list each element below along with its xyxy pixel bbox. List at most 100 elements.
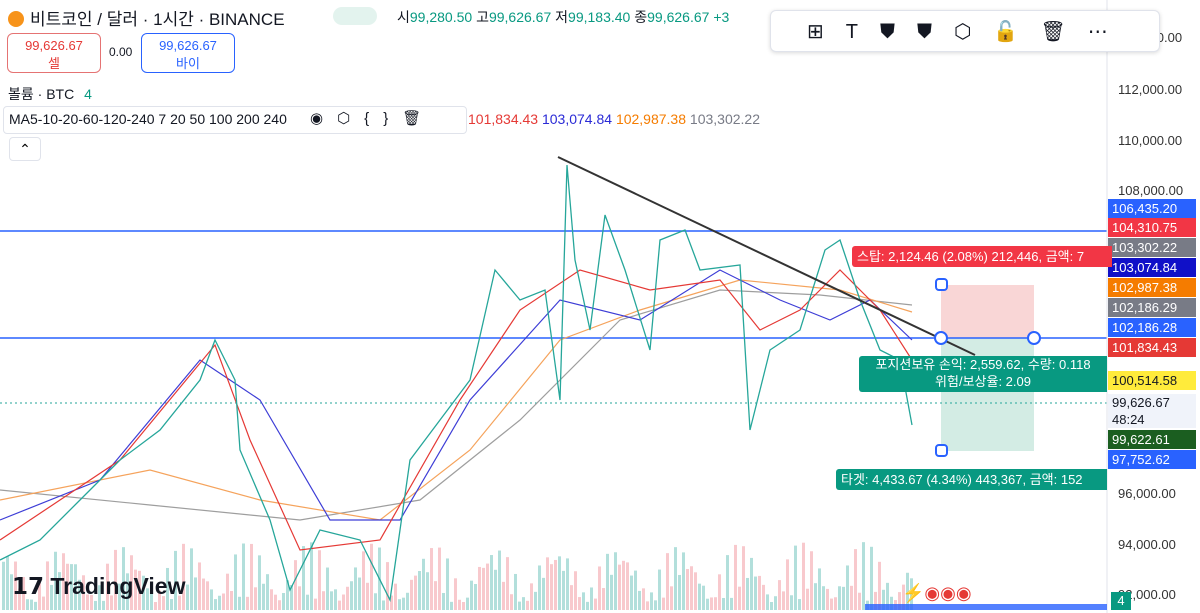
volume-bar [694,572,697,610]
ohlc-value: 99,183.40 [568,9,631,25]
volume-bar [750,557,753,610]
volume-bar [406,592,409,610]
symbol: 비트코인 / 달러 · 1시간 · BINANCE [8,5,285,30]
volume-bar [622,560,625,610]
volume-bar [638,590,641,610]
volume-bar [242,543,245,610]
status-pill[interactable] [333,7,377,25]
drawing-toolbar[interactable]: ⊞T⛊⛊⬡🔓🗑⋯ [770,10,1160,52]
volume-bar [838,586,841,610]
volume-bar [354,567,357,610]
volume-bar [170,599,173,610]
volume-bar [650,592,653,610]
sell-label: 셀 [48,56,60,71]
volume-bar [810,551,813,610]
volume-bar [78,579,81,610]
volume-bar [614,552,617,610]
volume-bar [186,584,189,610]
volume-bar [142,575,145,610]
volume-bar [514,573,517,610]
countdown: 48:24 [1112,412,1145,427]
volume-bar [578,597,581,610]
sell-price: 99,626.67 [25,38,83,53]
ohlc-value: 99,626.67 [647,9,710,25]
volume-bar [30,599,33,610]
ohlc-value: 99,280.50 [409,9,473,25]
volume-bar [410,579,413,610]
volume-bar [182,543,185,610]
volume-bar [498,550,501,610]
volume-bar [462,601,465,610]
volume-bar [230,591,233,610]
volume-bar [150,591,153,610]
volume-bar [774,596,777,610]
volume-bar [494,569,497,610]
volume-bar [778,580,781,610]
event-icons[interactable]: ⚡◉◉◉ [902,583,972,603]
volume-bar [334,589,337,610]
price-tag: 102,186.28 [1108,318,1196,337]
volume-bar [238,596,241,610]
volume-bar [254,587,257,610]
collapse-button[interactable]: ⌃ [9,137,41,161]
buy-button[interactable]: 99,626.67 바이 [141,33,235,73]
volume-bar [246,596,249,610]
volume-bar [842,586,845,610]
sell-button[interactable]: 99,626.67 셀 [7,33,101,73]
volume-bar [474,584,477,610]
ohlc-label: 저 [555,9,569,25]
volume-bar [554,559,557,610]
volume-bar [910,578,913,610]
handles [934,278,1041,457]
volume-bar [642,588,645,610]
volume-bar [446,558,449,610]
ma-line [0,279,913,521]
volume-bar [442,592,445,610]
volume-bar [630,575,633,610]
volume-bar [398,599,401,610]
volume-bar [194,577,197,610]
volume-bar [850,585,853,610]
volume-bar [466,597,469,610]
pnl-label: 포지션보유 손익: 2,559.62, 수량: 0.118 [875,357,1091,372]
volume-bar [482,567,485,610]
volume-bar [134,569,137,610]
volume-bar [878,561,881,610]
volume-bar [434,581,437,610]
volume-bar [206,581,209,610]
volume-bar [782,591,785,610]
ratio-label: 위험/보상율: 2.09 [935,374,1031,389]
volume-bar [450,601,453,610]
volume-bar [386,562,389,610]
volume-bar [678,574,681,610]
axis-label: 110,000.00 [1118,133,1183,148]
volume-bar [414,575,417,610]
volume-bar [542,577,545,610]
volume-bar [118,583,121,610]
volume-bar [346,586,349,610]
ma-icons[interactable]: ◉⬡{}🗑 [310,110,436,127]
volume-bar [486,563,489,610]
price-tag: 100,514.58 [1108,371,1196,390]
volume-bar [710,597,713,610]
price-tag: 97,752.62 [1108,450,1196,469]
volume-bar [74,564,77,610]
volume-bar [698,583,701,610]
ma-legend-box[interactable] [3,106,467,134]
volume-bar [422,558,425,610]
volume-bar [574,571,577,610]
volume-bar [742,546,745,610]
volume-bar [618,564,621,610]
volume-bar [654,600,657,610]
volume-bar [210,589,213,610]
volume-bar [266,574,269,610]
volume-bar [590,587,593,610]
volume-bar [834,597,837,610]
price-tag: 104,310.75 [1108,218,1196,237]
volume-bar [262,583,265,610]
volume-bar [58,572,61,610]
volume-bar [310,542,313,610]
volume-bar [594,598,597,610]
volume-bar [14,561,17,610]
buy-label: 바이 [176,56,200,71]
